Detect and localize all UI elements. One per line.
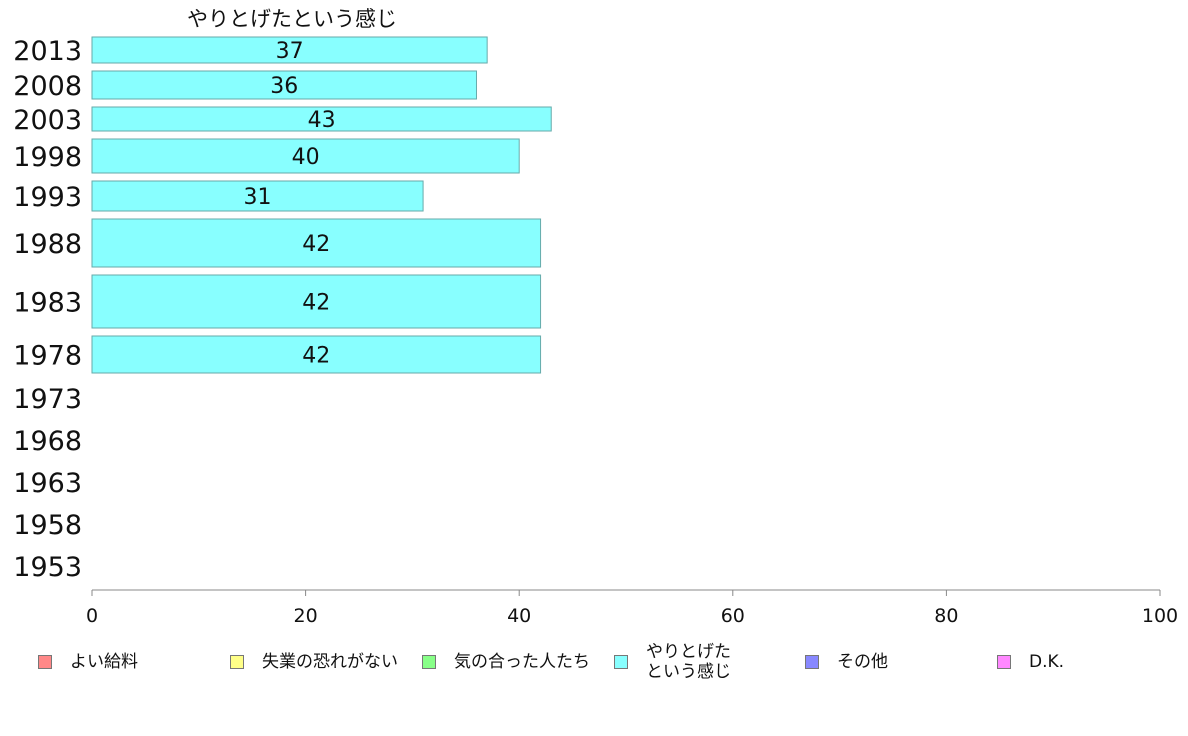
legend-swatch [422,655,436,669]
y-tick-label-2008: 2008 [13,71,82,102]
chart-title: やりとげたという感じ [187,7,397,31]
legend: よい給料 失業の恐れがない 気の合った人たち やりとげた という感じ その他 D… [0,640,1188,690]
x-tick-label-80: 80 [934,605,958,627]
y-tick-label-1998: 1998 [13,142,82,173]
y-tick-label-2003: 2003 [13,105,82,136]
y-tick-label-1958: 1958 [13,510,82,541]
y-tick-label-2013: 2013 [13,36,82,67]
y-tick-label-1963: 1963 [13,468,82,499]
legend-swatch [997,655,1011,669]
data-label-2003: 43 [308,108,336,133]
legend-label: 失業の恐れがない [262,652,398,672]
x-tick-label-60: 60 [721,605,745,627]
y-tick-label-1988: 1988 [13,229,82,260]
bar-1978 [91,335,542,374]
data-label-2008: 36 [270,74,298,99]
y-tick-label-1978: 1978 [13,341,82,372]
legend-swatch [805,655,819,669]
legend-item-good-colleagues: 気の合った人たち [422,640,590,684]
legend-label: よい給料 [70,652,138,672]
x-tick-label-20: 20 [294,605,318,627]
y-tick-label-1983: 1983 [13,288,82,319]
legend-label: やりとげた という感じ [646,642,731,682]
legend-item-dk: D.K. [997,640,1064,684]
y-tick-label-1993: 1993 [13,182,82,213]
legend-swatch [38,655,52,669]
data-label-1988: 42 [302,232,330,257]
bar-2008 [91,70,477,100]
data-label-2013: 37 [276,39,304,64]
bar-1993 [91,180,424,212]
legend-swatch [614,655,628,669]
x-tick-label-40: 40 [507,605,531,627]
bar-1988 [91,218,542,268]
bar-2003 [91,106,552,132]
data-label-1978: 42 [302,344,330,369]
legend-item-sense-of-accomplishment: やりとげた という感じ [614,640,731,684]
x-tick-label-100: 100 [1142,605,1178,627]
legend-label: その他 [837,652,888,672]
legend-swatch [230,655,244,669]
bars-layer: 37 36 43 40 31 42 42 42 [91,36,552,374]
data-label-1998: 40 [292,145,320,170]
bar-2013 [91,36,488,64]
y-tick-label-1968: 1968 [13,426,82,457]
bar-1998 [91,138,520,174]
legend-label: D.K. [1029,652,1065,672]
legend-item-job-security: 失業の恐れがない [230,640,398,684]
x-axis-ticks: 0 20 40 60 80 100 [86,590,1178,627]
legend-item-other: その他 [805,640,888,684]
data-label-1993: 31 [244,185,272,210]
legend-item-good-pay: よい給料 [38,640,138,684]
y-tick-label-1973: 1973 [13,384,82,415]
x-tick-label-0: 0 [86,605,98,627]
data-label-1983: 42 [302,291,330,316]
legend-label: 気の合った人たち [454,652,590,672]
bar-1983 [91,274,542,329]
y-tick-label-1953: 1953 [13,552,82,583]
